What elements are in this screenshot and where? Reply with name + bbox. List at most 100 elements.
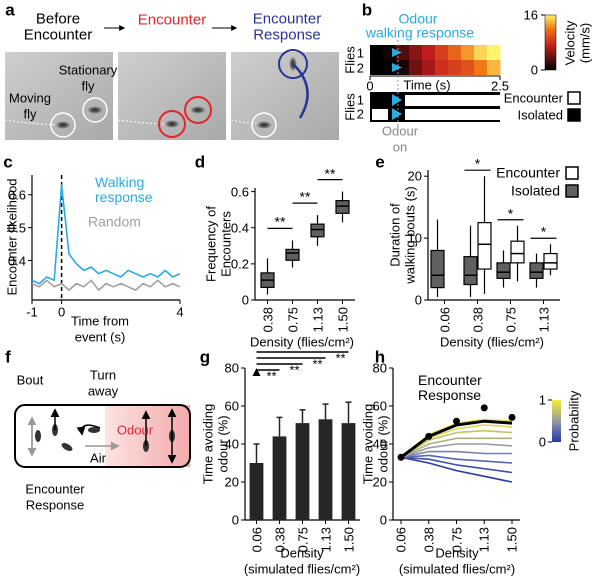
label: Flies — [342, 93, 358, 121]
colorbar — [552, 400, 561, 442]
y-tick-label: 0 — [241, 292, 249, 308]
legend-label: Encounter — [503, 90, 563, 106]
row-label: 2 — [356, 60, 364, 75]
trajectory — [4, 119, 61, 126]
significance-label: ** — [299, 188, 311, 205]
y-tick-label: 0 — [414, 292, 422, 308]
box — [543, 252, 558, 270]
heat-cell — [370, 60, 384, 75]
x-tick-label: 1.50 — [335, 307, 350, 333]
label: odour (%) — [375, 415, 390, 473]
row-label: 1 — [356, 92, 364, 108]
x-tick-label: 1.13 — [318, 527, 333, 553]
label: on — [392, 139, 408, 155]
bar — [295, 423, 310, 520]
odour-marker — [392, 48, 402, 57]
series-line — [400, 429, 513, 458]
label: odour (%) — [215, 415, 230, 473]
series-line — [400, 450, 512, 459]
x-tick-label: 0 — [366, 78, 374, 94]
x-tick-label: -1 — [26, 304, 38, 320]
x-tick-label: 0.75 — [449, 527, 464, 553]
significance-label: * — [540, 223, 547, 240]
x-tick-label: 0.38 — [260, 307, 275, 333]
heat-cell — [487, 60, 501, 75]
colorbar-tick-label: 16 — [523, 7, 538, 23]
y-tick-label: 0.4 — [7, 253, 26, 269]
box — [463, 256, 478, 286]
label: Encounter — [252, 10, 322, 28]
series-line — [400, 419, 513, 459]
label: Density (flies/cm²) — [249, 334, 355, 350]
series-line — [400, 454, 513, 464]
box — [335, 200, 350, 214]
label: Frequency of — [203, 206, 218, 282]
y-tick-label: 10 — [407, 230, 422, 246]
legend-swatch — [567, 108, 581, 122]
heat-cell — [409, 60, 423, 75]
legend-label: Isolated — [517, 107, 563, 123]
x-tick-label: 4 — [176, 304, 184, 320]
y-tick-label: 0.4 — [230, 220, 249, 236]
label: walking response — [365, 24, 475, 41]
y-tick-label: 0.2 — [230, 256, 249, 272]
x-tick-label: 0.06 — [393, 527, 409, 553]
heat-cell — [396, 45, 410, 60]
label: event (s) — [74, 329, 126, 345]
bout — [372, 109, 388, 120]
panel-label: a — [5, 0, 15, 20]
y-tick-label: 0 — [379, 512, 387, 528]
fly — [87, 106, 103, 114]
label: Encounter — [25, 481, 85, 497]
odour-marker — [392, 94, 402, 106]
label: Response — [253, 26, 321, 44]
legend-swatch — [567, 91, 581, 105]
label: Time from — [70, 313, 130, 329]
label: Stationary — [58, 62, 118, 78]
heat-cell — [435, 45, 449, 60]
series-line — [400, 456, 513, 474]
heat-cell — [461, 60, 475, 75]
colorbar-tick-label: 0 — [530, 62, 538, 78]
fly — [35, 430, 41, 442]
legend-label: Encounter — [496, 164, 560, 181]
colorbar — [544, 14, 557, 71]
bout — [405, 95, 500, 106]
label: fly — [23, 106, 37, 122]
label: Density — [435, 545, 479, 561]
data-point — [453, 417, 460, 425]
box — [496, 262, 511, 279]
bar — [272, 436, 287, 520]
panel-label: h — [374, 347, 386, 367]
y-tick-label: 40 — [372, 436, 387, 452]
bar — [341, 423, 356, 520]
heat-cell — [448, 60, 462, 75]
heat-cell — [409, 45, 423, 60]
x-tick-label: 1.50 — [341, 527, 356, 553]
data-point — [425, 432, 433, 440]
legend-swatch — [565, 184, 579, 198]
colorbar-tick-label: 0 — [538, 434, 546, 450]
heat-cell — [422, 60, 436, 75]
row-label: 2 — [356, 106, 364, 122]
label: Flies — [342, 46, 358, 74]
heat-cell — [474, 45, 488, 60]
x-tick-label: 1.13 — [536, 307, 551, 333]
panel-f-diagram — [14, 404, 191, 468]
label: Encounter — [23, 26, 93, 44]
label: Velocity — [562, 20, 577, 66]
x-tick-label: 0 — [57, 304, 66, 320]
fly-circle — [50, 112, 76, 138]
panel-label: b — [361, 0, 373, 20]
label: fly — [81, 78, 95, 94]
panel-label: c — [3, 152, 13, 172]
heat-cell — [487, 45, 501, 60]
heat-cell — [474, 60, 488, 75]
series-line — [31, 279, 181, 291]
y-tick-label: 0.6 — [230, 184, 249, 200]
x-tick-label: 2.5 — [490, 78, 510, 94]
y-tick-label: 20 — [372, 474, 387, 490]
label: (simulated flies/cm²) — [398, 561, 516, 577]
